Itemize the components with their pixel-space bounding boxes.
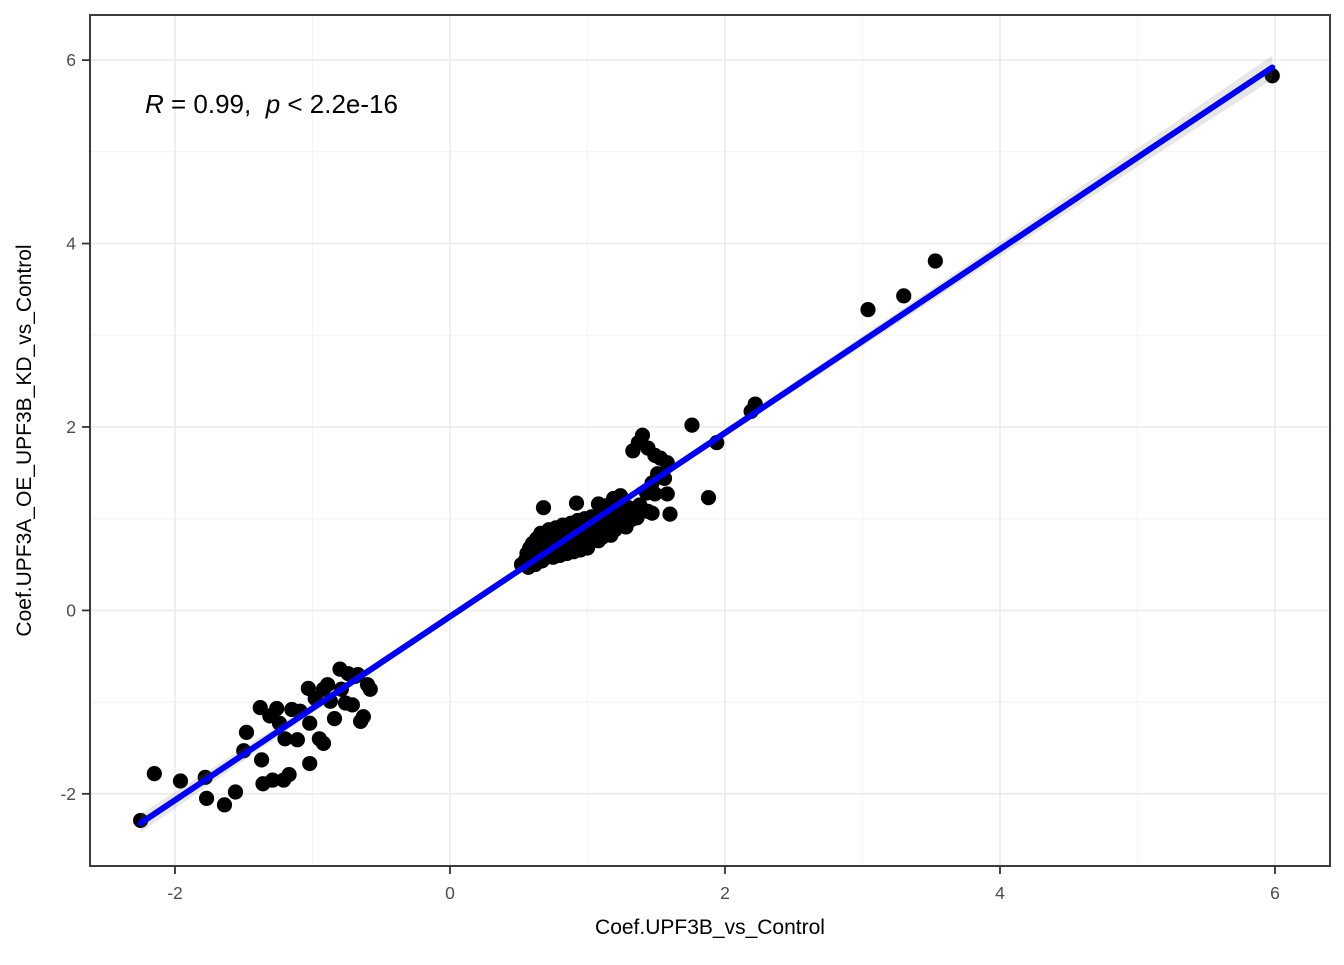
regression-line [137,64,1276,827]
data-point [700,489,717,506]
data-point [684,417,700,433]
data-point [344,697,360,713]
grid-major-layer [90,15,1330,866]
data-point [216,797,233,813]
data-point [362,681,378,697]
data-point [662,506,678,522]
data-point [289,732,305,748]
data-point [254,752,270,768]
data-point [927,253,943,269]
data-point [896,288,912,304]
chart-root: -2 0 2 4 6 -2 0 2 4 6 [60,14,1331,903]
data-point [535,500,552,516]
y-tick-label: 6 [66,50,76,70]
data-point [320,677,336,693]
x-tick-label: 2 [720,883,730,903]
y-tick-label: 0 [66,600,76,620]
data-point [355,709,371,725]
data-point [315,735,332,751]
x-tick-label: 6 [1270,883,1280,903]
data-point [659,486,675,502]
data-point [860,301,876,318]
data-point [644,505,660,521]
data-point [227,784,244,800]
data-point [568,495,585,511]
data-point [269,700,285,717]
data-point [238,724,255,740]
data-point [265,772,281,788]
data-point [326,711,343,727]
y-tick-label: 2 [66,417,76,437]
data-point [302,755,318,772]
panel-border [89,14,1331,867]
x-tick-label: -2 [167,883,183,903]
data-point [146,766,162,782]
data-point [281,766,297,783]
data-point [634,427,651,443]
x-tick-label: 0 [445,883,455,903]
data-point [199,790,215,807]
correlation-annotation: R = 0.99, p < 2.2e-16 [145,89,398,119]
data-point [302,715,318,731]
x-axis-title: Coef.UPF3B_vs_Control [595,916,825,939]
data-point [172,773,189,789]
data-point [277,731,293,747]
x-tick-label: 4 [995,883,1005,903]
y-axis-title: Coef.UPF3A_OE_UPF3B_KD_vs_Control [13,244,36,636]
y-tick-label: 4 [66,234,76,254]
y-tick-label: -2 [60,784,76,804]
axis-layer: -2 0 2 4 6 -2 0 2 4 6 [60,50,1279,903]
